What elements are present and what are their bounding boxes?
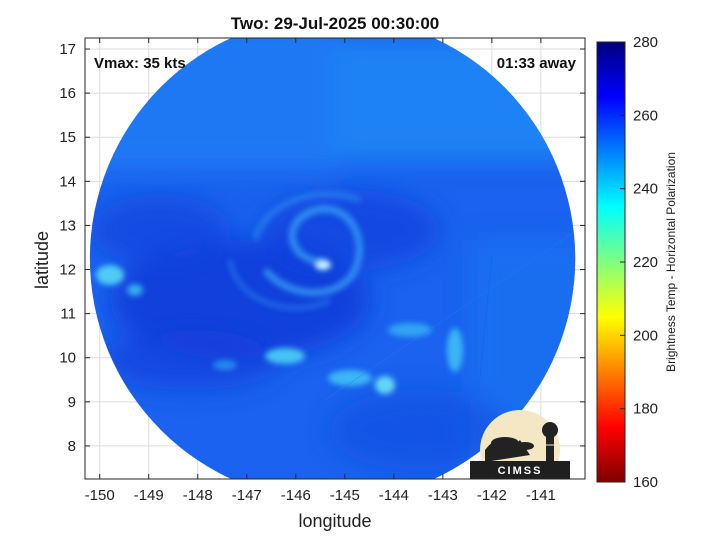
colorbar-tick-label: 280	[633, 34, 658, 51]
x-tick-labels: -150 -149 -148 -147 -146 -145 -144 -143 -142 -141	[85, 487, 556, 504]
axis-ticks	[85, 38, 585, 479]
colorbar-tick-label: 240	[633, 181, 658, 198]
vmax-annotation: Vmax: 35 kts	[94, 55, 186, 72]
x-tick-label: -143	[428, 487, 458, 504]
colorbar-tick-label: 200	[633, 327, 658, 344]
plot-frame	[84, 37, 586, 480]
y-tick-label: 17	[59, 41, 76, 58]
colorbar-ticks: 160 180 200 220 240 260 280	[620, 34, 658, 491]
y-tick-label: 14	[59, 173, 76, 190]
brightness-temp-swath	[89, 38, 576, 479]
y-tick-label: 11	[60, 306, 76, 323]
x-tick-label: -145	[330, 487, 360, 504]
x-tick-label: -146	[281, 487, 311, 504]
colorbar-tick-label: 260	[633, 107, 658, 124]
colorbar-tick-label: 220	[633, 254, 658, 271]
x-tick-label: -148	[183, 487, 213, 504]
y-tick-label: 13	[59, 217, 76, 234]
x-axis-label: longitude	[298, 511, 371, 531]
time-away-annotation: 01:33 away	[497, 55, 577, 72]
x-tick-label: -147	[232, 487, 262, 504]
x-tick-label: -149	[134, 487, 164, 504]
x-tick-label: -150	[85, 487, 115, 504]
cimss-logo-text: CIMSS	[498, 465, 543, 477]
y-tick-label: 16	[59, 85, 76, 102]
y-tick-label: 10	[59, 350, 76, 367]
cimss-logo: CIMSS	[470, 410, 570, 479]
colorbar-label: Brightness Temp - Horizontal Polarizatio…	[664, 152, 678, 372]
chart-title: Two: 29-Jul-2025 00:30:00	[231, 14, 440, 33]
y-tick-labels: 8 9 10 11 12 13 14 15 16 17	[59, 41, 76, 455]
x-tick-label: -141	[526, 487, 556, 504]
y-tick-label: 8	[68, 438, 76, 455]
x-tick-label: -142	[477, 487, 507, 504]
y-axis-label: latitude	[32, 231, 52, 289]
colorbar-tick-label: 160	[633, 474, 658, 491]
y-tick-label: 12	[59, 262, 76, 279]
x-tick-label: -144	[379, 487, 409, 504]
y-tick-label: 9	[68, 394, 76, 411]
y-tick-label: 15	[59, 129, 76, 146]
colorbar-tick-label: 180	[633, 401, 658, 418]
